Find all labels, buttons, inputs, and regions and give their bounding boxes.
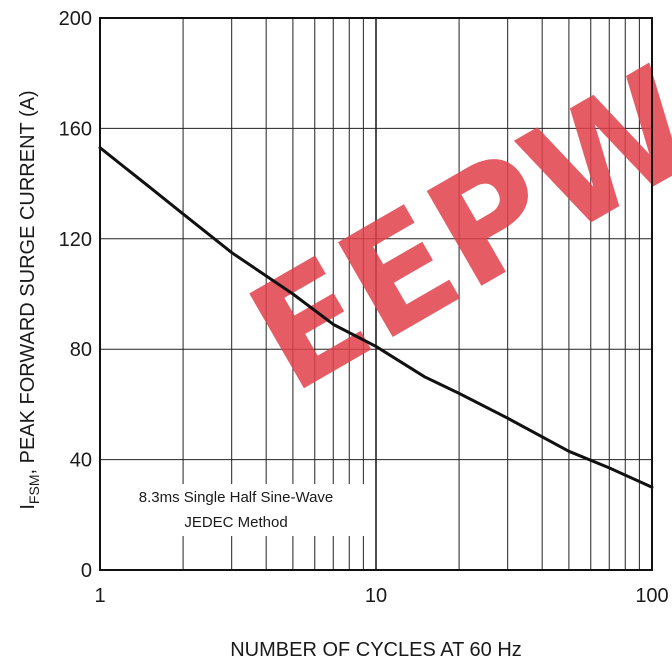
y-tick-label: 200 (59, 8, 92, 30)
eepw-watermark: EEPW (223, 35, 672, 426)
x-tick-label: 10 (365, 585, 387, 607)
y-tick-label: 80 (70, 339, 92, 361)
y-axis-title-subscript: FSM (26, 475, 42, 505)
series-layer (98, 146, 654, 489)
grid-lines (100, 18, 652, 570)
y-axis-title-rest: , PEAK FORWARD SURGE CURRENT (A) (17, 90, 39, 474)
x-tick-label: 1 (94, 585, 105, 607)
annotation-background (104, 484, 366, 536)
plot-frame (99, 17, 653, 571)
watermark-text: EEPW (223, 35, 672, 426)
annotation-line-2: JEDEC Method (184, 514, 287, 531)
y-axis-title-main: I (17, 504, 39, 510)
y-tick-label: 40 (70, 450, 92, 472)
series-line-0 (98, 146, 654, 489)
annotation-box: 8.3ms Single Half Sine-Wave JEDEC Method (104, 484, 366, 536)
x-axis-title: NUMBER OF CYCLES AT 60 Hz (230, 639, 522, 661)
x-tick-label: 100 (635, 585, 668, 607)
y-tick-label: 120 (59, 229, 92, 251)
tick-labels: 0 40 80 120 160 200 1 10 100 (59, 8, 669, 607)
y-tick-label: 0 (81, 560, 92, 582)
annotation-line-1: 8.3ms Single Half Sine-Wave (139, 489, 334, 506)
y-axis-title: IFSM, PEAK FORWARD SURGE CURRENT (A) (17, 90, 42, 509)
y-tick-label: 160 (59, 118, 92, 140)
